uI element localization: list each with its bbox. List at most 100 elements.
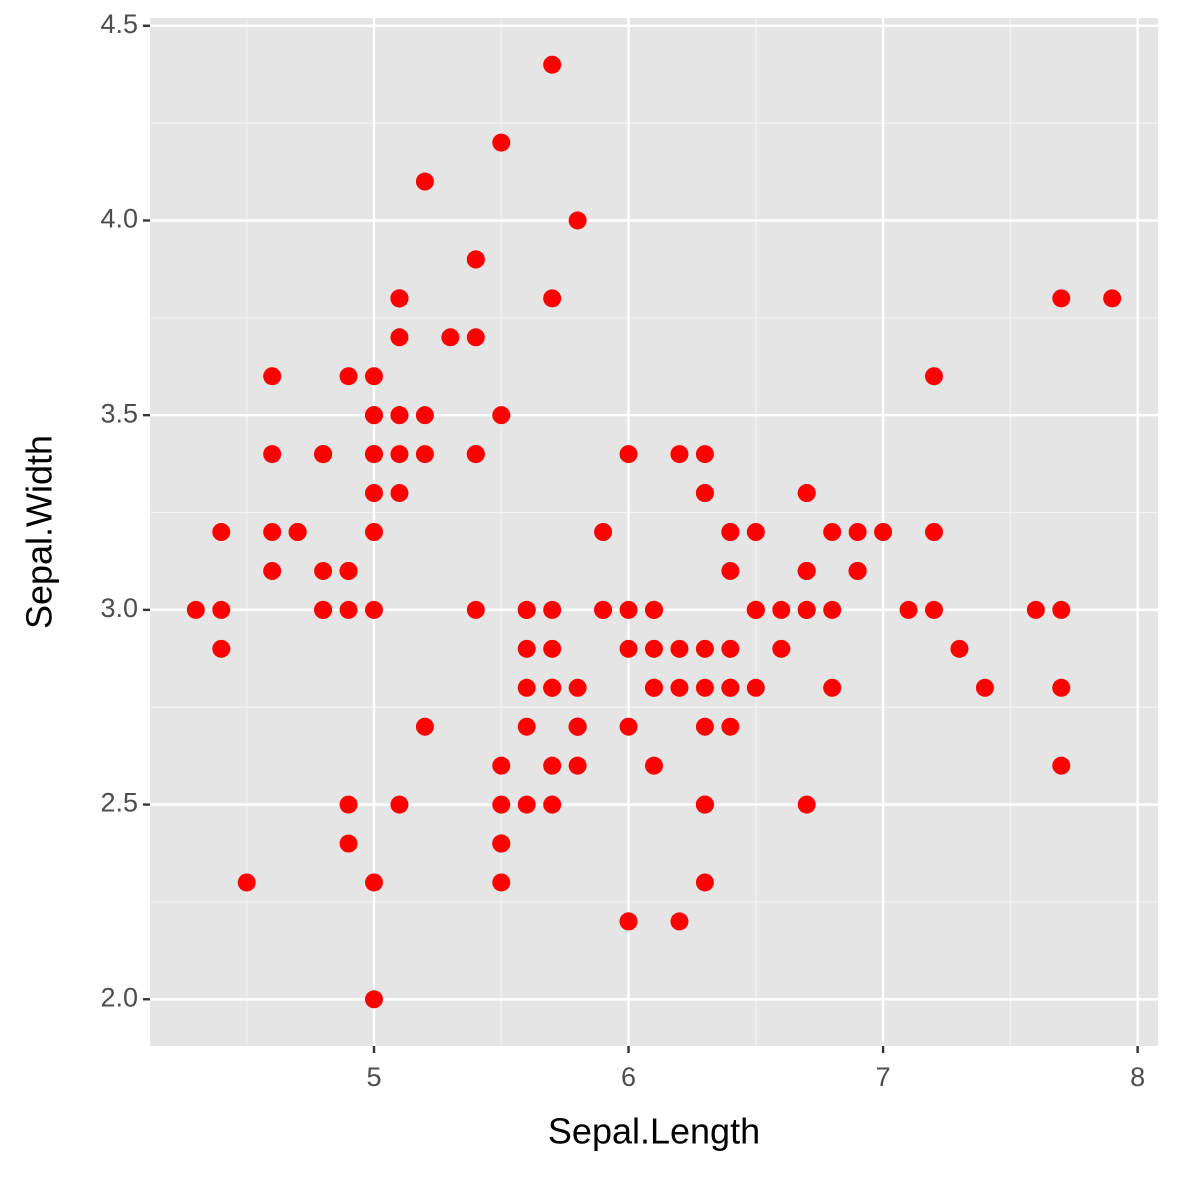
x-tick-label: 7 (876, 1062, 891, 1092)
point (288, 523, 307, 541)
point (212, 639, 231, 658)
point (492, 873, 511, 892)
point (695, 873, 714, 892)
point (517, 600, 536, 619)
point (594, 523, 613, 541)
point (492, 756, 511, 775)
point (1052, 289, 1071, 308)
point (415, 406, 434, 425)
point (339, 561, 358, 580)
point (263, 445, 282, 464)
point (568, 756, 587, 775)
point (492, 406, 511, 425)
point (797, 600, 816, 619)
point (695, 445, 714, 464)
point (695, 484, 714, 503)
x-tick-label: 6 (621, 1062, 636, 1092)
point (925, 600, 943, 619)
point (645, 678, 663, 697)
x-tick-label: 5 (366, 1062, 381, 1092)
point (365, 990, 383, 1009)
point (390, 445, 409, 464)
point (314, 561, 333, 580)
point (721, 639, 740, 658)
point (339, 600, 358, 619)
point (237, 873, 256, 892)
point (390, 795, 409, 814)
point (365, 484, 383, 503)
point (212, 523, 231, 541)
point (492, 795, 511, 814)
point (899, 600, 918, 619)
point (415, 717, 434, 736)
point (339, 795, 358, 814)
point (492, 133, 511, 152)
point (314, 445, 333, 464)
point (797, 561, 816, 580)
point (925, 367, 943, 386)
point (492, 834, 511, 853)
point (1052, 600, 1071, 619)
point (619, 717, 638, 736)
y-tick-label: 4.0 (100, 204, 138, 234)
point (619, 639, 638, 658)
point (645, 639, 663, 658)
point (390, 328, 409, 347)
point (925, 523, 943, 541)
point (670, 639, 689, 658)
y-tick-label: 3.5 (100, 398, 138, 428)
y-tick-label: 2.5 (100, 788, 138, 818)
point (645, 600, 663, 619)
point (517, 717, 536, 736)
point (466, 328, 485, 347)
point (543, 600, 562, 619)
point (1052, 678, 1071, 697)
point (543, 639, 562, 658)
point (568, 678, 587, 697)
point (721, 523, 740, 541)
point (619, 600, 638, 619)
y-tick-label: 3.0 (100, 593, 138, 623)
point (441, 328, 460, 347)
point (415, 445, 434, 464)
point (390, 289, 409, 308)
point (823, 678, 842, 697)
point (339, 834, 358, 853)
point (695, 795, 714, 814)
point (721, 561, 740, 580)
point (466, 250, 485, 269)
point (543, 795, 562, 814)
point (619, 912, 638, 931)
point (772, 639, 791, 658)
point (415, 172, 434, 191)
point (848, 561, 867, 580)
y-tick-label: 2.0 (100, 982, 138, 1012)
point (365, 406, 383, 425)
point (645, 756, 663, 775)
point (695, 717, 714, 736)
point (670, 445, 689, 464)
point (772, 600, 791, 619)
point (543, 678, 562, 697)
point (517, 639, 536, 658)
point (848, 523, 867, 541)
point (390, 406, 409, 425)
point (390, 484, 409, 503)
point (823, 523, 842, 541)
point (543, 756, 562, 775)
point (466, 600, 485, 619)
point (339, 367, 358, 386)
point (721, 717, 740, 736)
x-tick-label: 8 (1130, 1062, 1145, 1092)
point (1026, 600, 1045, 619)
point (670, 912, 689, 931)
point (365, 523, 383, 541)
point (670, 678, 689, 697)
point (823, 600, 842, 619)
point (797, 484, 816, 503)
point (365, 600, 383, 619)
point (517, 678, 536, 697)
y-axis-title: Sepal.Width (19, 435, 60, 629)
point (695, 678, 714, 697)
